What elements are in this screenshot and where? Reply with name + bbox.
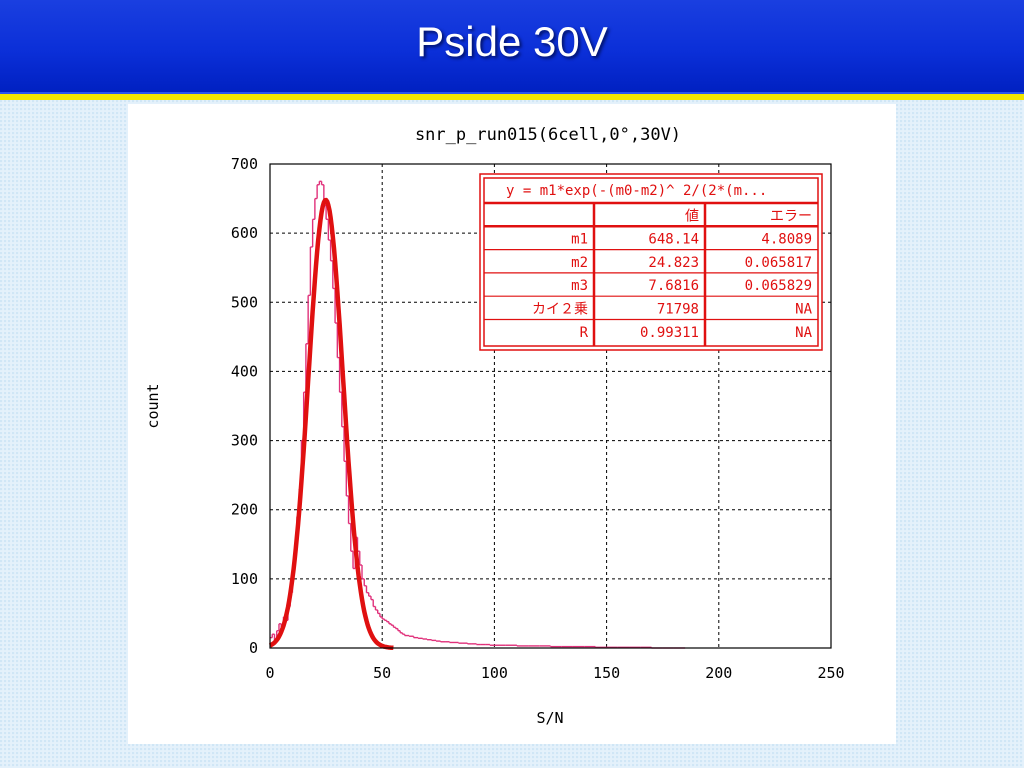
- histogram-plot: snr_p_run015(6cell,0°,30V) 0 50 100 150 200 2…: [144, 125, 845, 727]
- y-tick-label: 500: [231, 293, 258, 311]
- fit-table-cell: R: [580, 325, 589, 341]
- x-tick-label: 100: [481, 664, 508, 682]
- y-axis-label: count: [144, 383, 162, 428]
- fit-parameter-table: y = m1*exp(-(m0-m2)^ 2/(2*(m... 値 エラー m1 648…: [479, 173, 823, 351]
- x-tick-label: 0: [265, 664, 274, 682]
- fit-curve-series: [268, 197, 395, 651]
- title-underline: [0, 94, 1024, 100]
- fit-table-cell: m1: [571, 232, 588, 248]
- fit-table-cell: 4.8089: [761, 232, 812, 248]
- axis-ticks: 0 50 100 150 200 250 0 100 200 300 400 500 600 700: [231, 155, 845, 682]
- y-tick-label: 600: [231, 224, 258, 242]
- plot-frame: [269, 163, 832, 649]
- fit-table-cell: エラー: [770, 208, 812, 224]
- y-tick-label: 100: [231, 570, 258, 588]
- slide-title: Pside 30V: [416, 18, 608, 65]
- chart-title: snr_p_run015(6cell,0°,30V): [415, 125, 681, 145]
- x-tick-label: 50: [373, 664, 391, 682]
- fit-table-cell: 0.99311: [640, 325, 699, 341]
- fit-table-cell: 0.065817: [745, 255, 812, 271]
- fit-table-cell: 7.6816: [648, 278, 699, 294]
- fit-table-cell: NA: [795, 325, 812, 341]
- y-tick-label: 300: [231, 432, 258, 450]
- title-bar: [0, 0, 1024, 94]
- fit-table-cell: m2: [571, 255, 588, 271]
- x-tick-label: 200: [705, 664, 732, 682]
- y-tick-label: 200: [231, 501, 258, 519]
- fit-table-cell: m3: [571, 278, 588, 294]
- plot-card: snr_p_run015(6cell,0°,30V) 0 50 100 150 200 2…: [128, 104, 896, 744]
- fit-curve: [268, 197, 395, 651]
- y-tick-label: 400: [231, 362, 258, 380]
- x-tick-label: 250: [817, 664, 844, 682]
- fit-formula: y = m1*exp(-(m0-m2)^ 2/(2*(m...: [506, 183, 767, 199]
- fit-table-cell: 71798: [657, 302, 699, 318]
- fit-table-cell: 値: [685, 208, 699, 224]
- fit-table-cell: カイ２乗: [532, 302, 588, 318]
- x-axis-label: S/N: [536, 709, 563, 727]
- fit-table-cell: 0.065829: [745, 278, 812, 294]
- x-tick-label: 150: [593, 664, 620, 682]
- fit-table-cell: 24.823: [648, 255, 699, 271]
- y-tick-label: 0: [249, 639, 258, 657]
- fit-table-inner-border: [483, 177, 819, 347]
- fit-table-cell: NA: [795, 302, 812, 318]
- fit-table-cell: 648.14: [648, 232, 699, 248]
- y-tick-label: 700: [231, 155, 258, 173]
